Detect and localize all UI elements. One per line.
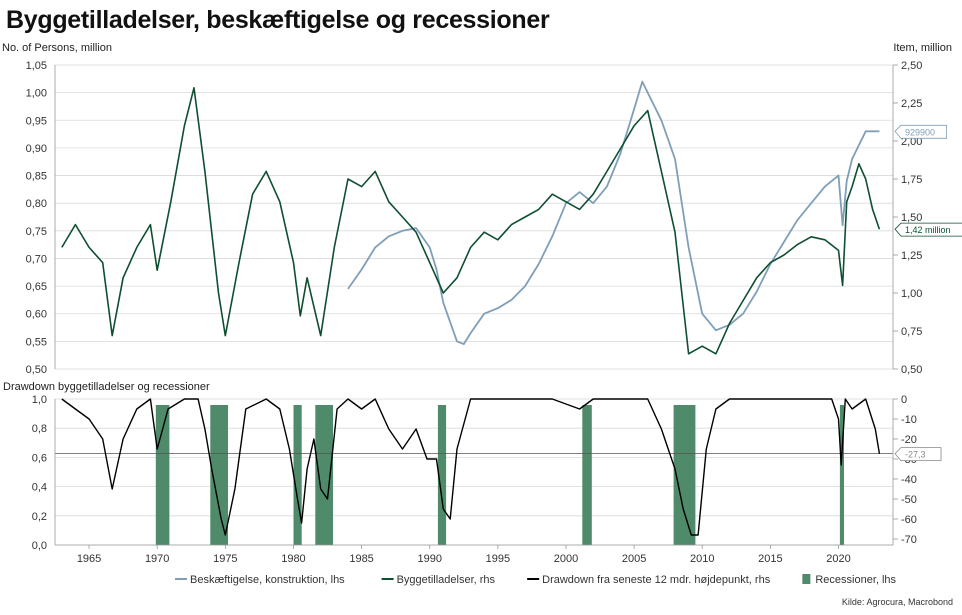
x-tick-label: 2010 <box>690 553 714 565</box>
right-axis-title: Item, million <box>893 42 952 54</box>
right-tick-label: 1,75 <box>901 174 922 186</box>
legend-item: Byggetilladelser, rhs <box>381 574 496 586</box>
left-tick-label: 0,70 <box>26 253 47 265</box>
left-tick-label: 0,55 <box>26 336 47 348</box>
right-tick-label: 1,25 <box>901 250 922 262</box>
left-tick-label: 0,50 <box>26 364 47 376</box>
drawdown-series-line <box>61 398 881 536</box>
recession-bar <box>437 405 447 545</box>
legend-label: Recessioner, lhs <box>815 574 896 586</box>
x-tick-label: 1980 <box>281 553 305 565</box>
right-tick-label: 0,75 <box>901 326 922 338</box>
right-tick-label: 2,25 <box>901 98 922 110</box>
right-tick-label: -60 <box>901 514 917 526</box>
left-tick-label: 0,65 <box>26 281 47 293</box>
panel-title: Drawdown byggetilladelser og recessioner <box>3 381 210 393</box>
source-note: Kilde: Agrocura, Macrobond <box>842 597 953 607</box>
legend-label: Beskæftigelse, konstruktion, lhs <box>190 574 345 586</box>
left-tick-label: 0,8 <box>32 423 47 435</box>
recession-bar <box>315 405 333 545</box>
recession-bar <box>673 405 696 545</box>
legend-item: Recessioner, lhs <box>802 574 897 586</box>
left-tick-label: 0,6 <box>32 452 47 464</box>
drawdown-callout-box <box>894 447 942 461</box>
permits-callout: 1,42 million <box>905 225 951 235</box>
drawdown-callout: -27,3 <box>905 450 926 460</box>
x-tick-label: 1995 <box>486 553 510 565</box>
left-tick-label: 0,60 <box>26 309 47 321</box>
x-tick-label: 2005 <box>622 553 646 565</box>
left-axis-title: No. of Persons, million <box>2 42 112 54</box>
right-tick-label: -50 <box>901 494 917 506</box>
left-tick-label: 0,95 <box>26 115 47 127</box>
right-tick-label: 2,00 <box>901 136 922 148</box>
right-tick-label: -10 <box>901 414 917 426</box>
legend-item: Beskæftigelse, konstruktion, lhs <box>175 574 345 586</box>
left-tick-label: 0,80 <box>26 198 47 210</box>
right-tick-label: -20 <box>901 434 917 446</box>
legend-label: Drawdown fra seneste 12 mdr. højdepunkt,… <box>542 574 771 586</box>
x-tick-label: 1970 <box>145 553 169 565</box>
recession-bar <box>155 405 170 545</box>
employment-series-line <box>347 80 880 345</box>
recession-bar <box>210 405 228 545</box>
right-tick-label: -40 <box>901 474 917 486</box>
left-tick-label: 0,90 <box>26 143 47 155</box>
employment-callout-box <box>894 124 947 139</box>
right-tick-label: 2,50 <box>901 60 922 72</box>
right-tick-label: 1,00 <box>901 288 922 300</box>
left-tick-label: 0,2 <box>32 511 47 523</box>
left-tick-label: 0,85 <box>26 171 47 183</box>
x-tick-label: 2020 <box>826 553 850 565</box>
x-tick-label: 1975 <box>213 553 237 565</box>
x-tick-label: 1965 <box>77 553 101 565</box>
x-tick-label: 2000 <box>554 553 578 565</box>
legend-label: Byggetilladelser, rhs <box>397 574 496 586</box>
recession-bar <box>582 405 592 545</box>
left-tick-label: 1,0 <box>32 394 47 406</box>
permits-callout-box <box>894 222 962 237</box>
recession-bar <box>293 405 302 545</box>
legend-item: Drawdown fra seneste 12 mdr. højdepunkt,… <box>527 574 771 586</box>
left-tick-label: 0,75 <box>26 226 47 238</box>
left-tick-label: 0,0 <box>32 540 47 552</box>
permits-series-line <box>61 87 881 355</box>
employment-callout: 929900 <box>905 127 935 137</box>
right-tick-label: 0,50 <box>901 364 922 376</box>
right-tick-label: 1,50 <box>901 212 922 224</box>
x-tick-label: 2015 <box>758 553 782 565</box>
chart-title: Byggetilladelser, beskæftigelse og reces… <box>6 6 550 34</box>
x-tick-label: 1990 <box>417 553 441 565</box>
legend-swatch <box>802 574 811 584</box>
right-tick-label: -70 <box>901 534 917 546</box>
left-tick-label: 0,4 <box>32 482 47 494</box>
right-tick-label: 0 <box>901 394 907 406</box>
x-tick-label: 1985 <box>349 553 373 565</box>
recession-bar <box>839 405 844 545</box>
left-tick-label: 1,05 <box>26 60 47 72</box>
left-tick-label: 1,00 <box>26 88 47 100</box>
